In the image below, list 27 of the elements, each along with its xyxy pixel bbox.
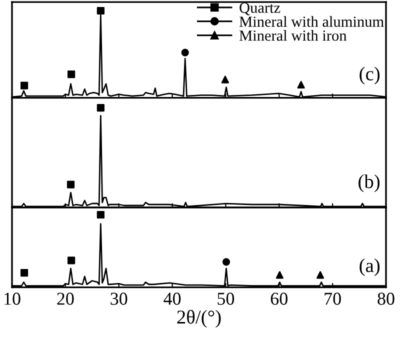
x-axis-title: 2θ/(°)	[177, 310, 221, 328]
x-tick-label: 70	[324, 292, 341, 305]
x-tick-label: 40	[164, 292, 181, 305]
x-tick-label: 10	[4, 292, 20, 305]
annotation: (a)	[360, 258, 380, 276]
legend-label: Quartz	[240, 2, 280, 16]
point	[181, 48, 189, 56]
point	[222, 258, 230, 266]
legend-label: Mineral with iron	[239, 30, 347, 41]
point	[68, 70, 76, 78]
annotation: (b)	[358, 174, 380, 192]
point	[276, 271, 284, 279]
point	[68, 256, 76, 264]
annotation: (c)	[360, 66, 380, 84]
legend-label: Mineral with aluminum	[239, 16, 384, 27]
x-tick-label: 80	[378, 292, 394, 305]
point	[221, 76, 229, 84]
point	[96, 6, 104, 15]
x-tick-label: 60	[270, 292, 288, 305]
point	[96, 210, 104, 219]
x-tick-label: 30	[110, 292, 128, 305]
point	[20, 82, 28, 90]
x-tick-label: 20	[57, 292, 74, 305]
x-tick-label: 50	[218, 292, 234, 305]
point	[20, 268, 28, 277]
point	[316, 271, 324, 279]
point	[297, 80, 305, 89]
